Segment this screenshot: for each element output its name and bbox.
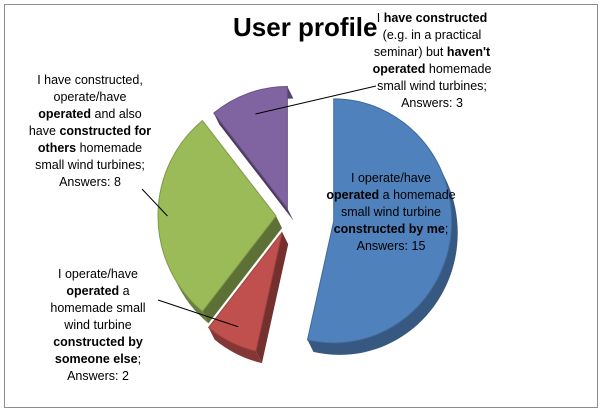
pie-slice-not-operated [213, 85, 288, 210]
slice-edge-not-operated [213, 113, 294, 221]
slice-label-someone-else-part-1: operated [66, 284, 120, 298]
slice-label-not-operated: I have constructed (e.g. in a practical … [372, 10, 492, 112]
slice-label-someone-else-part-3: constructed by someone else [53, 335, 143, 366]
slice-edge-for-others [202, 216, 282, 324]
slice-label-not-operated-part-4: homemade small wind turbines; [377, 62, 492, 93]
chart-frame [4, 4, 598, 408]
slice-label-for-others: I have constructed, operate/have operate… [28, 72, 152, 191]
slice-label-own-part-2: a homemade small wind turbine [340, 188, 456, 219]
pie-slice-own [306, 98, 453, 344]
slice-side-someone-else [208, 327, 262, 364]
slice-label-for-others-part-3: constructed for others [37, 124, 152, 155]
slice-label-for-others-part-4: homemade small wind turbines; [35, 141, 145, 172]
slice-label-not-operated-part-0: I [376, 11, 384, 25]
leader-line-for-others [141, 188, 168, 217]
slice-label-own: I operate/have operated a homemade small… [326, 170, 456, 255]
slice-label-for-others-part-1: operated [38, 107, 92, 121]
slice-label-someone-else: I operate/have operated a homemade small… [36, 266, 160, 385]
slice-label-not-operated-part-1: have constructed [383, 11, 488, 25]
leader-line-someone-else [157, 299, 239, 328]
slice-label-someone-else-part-4: ; [137, 352, 142, 366]
slice-answers-for-others: Answers: 8 [59, 175, 121, 189]
pie-slice-for-others [157, 119, 277, 313]
slice-label-not-operated-part-2: (e.g. in a practical seminar) but [373, 28, 482, 59]
slice-label-someone-else-part-2: a homemade small wind turbine [50, 284, 146, 332]
slice-label-for-others-part-0: I have constructed, operate/have [37, 73, 143, 104]
pie-slice-someone-else [207, 231, 283, 352]
chart-title: User profile [233, 12, 378, 42]
slice-label-own-part-3: constructed by me [333, 222, 445, 236]
slice-answers-own: Answers: 15 [356, 239, 426, 253]
slice-answers-not-operated: Answers: 3 [401, 96, 463, 110]
slice-label-own-part-4: ; [444, 222, 449, 236]
slice-answers-someone-else: Answers: 2 [67, 369, 129, 383]
slice-label-not-operated-part-3: haven't operated [372, 45, 491, 76]
leader-line-not-operated [255, 85, 377, 115]
slice-label-for-others-part-2: and also have [28, 107, 142, 138]
slice-label-someone-else-part-0: I operate/have [58, 267, 138, 281]
slice-label-own-part-1: operated [326, 188, 380, 202]
slice-edge-someone-else [255, 232, 289, 364]
slice-label-own-part-0: I operate/have [351, 171, 431, 185]
